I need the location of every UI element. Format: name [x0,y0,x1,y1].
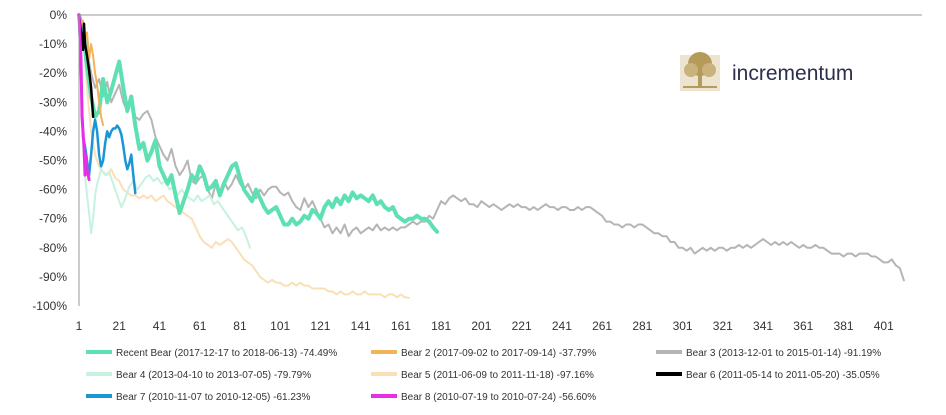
x-tick-label: 381 [834,319,854,333]
series-layer [77,13,905,299]
x-tick-label: 21 [113,319,127,333]
x-tick-label: 321 [713,319,733,333]
x-tick-label: 41 [153,319,167,333]
x-tick-label: 81 [233,319,247,333]
axis-layer: 0% -10% -20% -30% -40% -50% -60% -70% -80% -90% -1… [32,8,922,333]
y-tick-label: 0% [50,8,68,22]
y-tick-label: -80% [39,241,67,255]
x-tick-label: 341 [753,319,773,333]
x-tick-label: 1 [76,319,83,333]
x-tick-label: 241 [552,319,572,333]
x-tick-label: 281 [632,319,652,333]
brand-logo: incrementum [680,52,853,91]
brand-name: incrementum [732,62,853,85]
tree-icon [680,52,720,91]
x-tick-label: 221 [512,319,532,333]
x-tick-label: 141 [351,319,371,333]
y-tick-label: -70% [39,212,67,226]
x-tick-label: 301 [673,319,693,333]
legend-label: Recent Bear (2017-12-17 to 2018-06-13) -… [116,348,337,359]
y-tick-label: -100% [32,299,67,313]
x-tick-label: 261 [592,319,612,333]
series-line [78,14,105,126]
y-tick-label: -40% [39,124,67,138]
y-tick-label: -30% [39,95,67,109]
y-tick-label: -20% [39,66,67,80]
x-tick-label: 361 [793,319,813,333]
x-tick-label: 401 [874,319,894,333]
legend-label: Bear 4 (2013-04-10 to 2013-07-05) -79.79… [116,370,311,381]
legend-label: Bear 6 (2011-05-14 to 2011-05-20) -35.05… [686,370,880,381]
legend-label: Bear 2 (2017-09-02 to 2017-09-14) -37.79… [401,348,596,359]
y-tick-label: -50% [39,154,67,168]
series-line [77,13,95,119]
series-line [77,13,440,234]
legend-label: Bear 5 (2011-06-09 to 2011-11-18) -97.16… [401,370,594,381]
x-tick-label: 201 [471,319,491,333]
x-tick-label: 161 [391,319,411,333]
series-line [78,14,410,299]
legend: Recent Bear (2017-12-17 to 2018-06-13) -… [86,348,881,403]
legend-label: Bear 7 (2010-11-07 to 2010-12-05) -61.23… [116,392,310,403]
x-tick-label: 61 [193,319,207,333]
y-tick-label: -90% [39,270,67,284]
series-line [78,14,251,249]
y-tick-label: -60% [39,183,67,197]
x-tick-label: 101 [270,319,290,333]
y-tick-label: -10% [39,37,67,51]
legend-label: Bear 8 (2010-07-19 to 2010-07-24) -56.60… [401,392,596,403]
series-line [77,13,91,182]
legend-label: Bear 3 (2013-12-01 to 2015-01-14) -91.19… [686,348,881,359]
x-tick-label: 121 [310,319,330,333]
x-tick-label: 181 [431,319,451,333]
